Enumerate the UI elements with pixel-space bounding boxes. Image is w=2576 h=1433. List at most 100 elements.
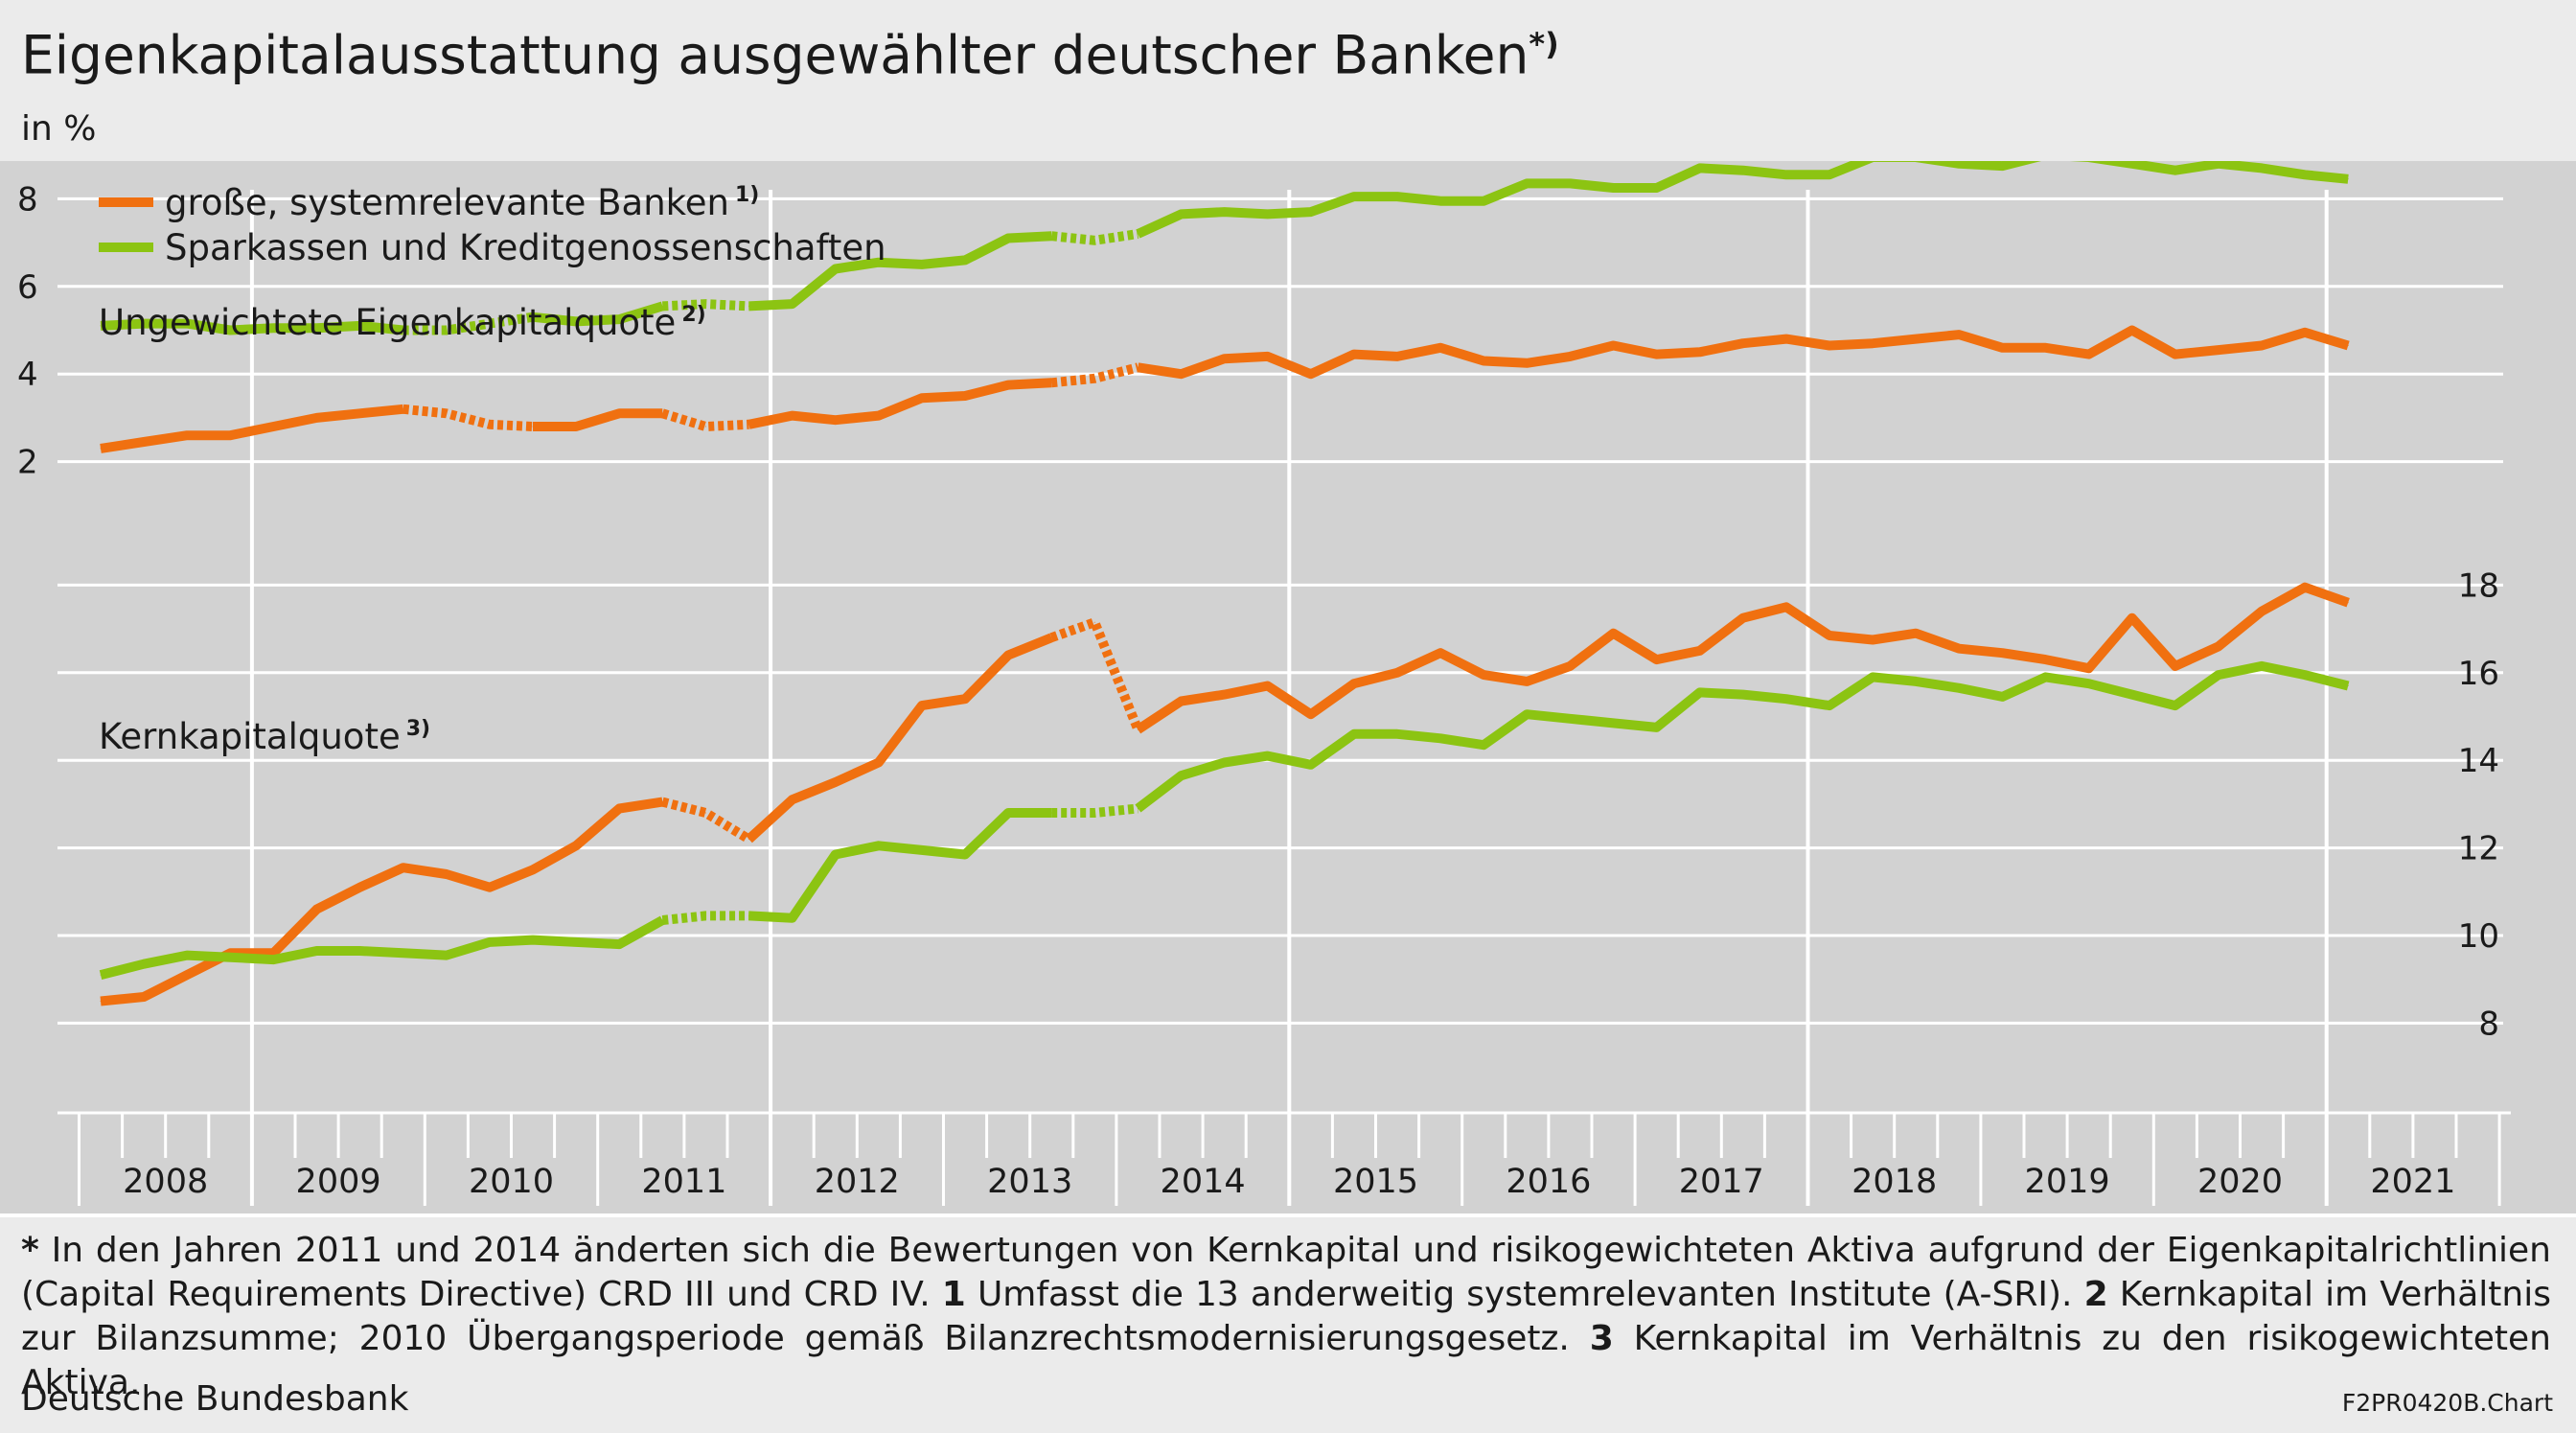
data-point [878, 844, 880, 846]
data-point [272, 952, 274, 954]
data-point [1181, 373, 1182, 375]
series-line-segment [402, 312, 534, 335]
data-point [229, 330, 231, 331]
data-point [2131, 163, 2133, 165]
data-point [359, 887, 361, 889]
series-line-segment [660, 408, 749, 431]
data-point [2001, 652, 2003, 654]
data-point [2088, 354, 2090, 356]
data-point [921, 705, 923, 706]
data-point [1785, 606, 1787, 608]
series-line-segment [100, 404, 404, 453]
data-point [1439, 347, 1441, 349]
footnote-2-marker: 2 [2083, 1275, 2108, 1314]
data-point [186, 434, 188, 436]
data-point [2218, 645, 2220, 647]
data-point [1181, 213, 1182, 215]
data-point [229, 434, 231, 436]
y-tick-lower-16: 16 [2458, 655, 2499, 693]
data-point [1353, 354, 1355, 356]
data-point [1267, 685, 1269, 686]
data-point [402, 408, 404, 410]
data-point [1526, 362, 1528, 364]
x-tick-2012: 2012 [815, 1163, 900, 1201]
x-tick-2010: 2010 [469, 1163, 554, 1201]
data-point [1915, 633, 1917, 635]
data-point [964, 854, 966, 855]
data-point [792, 303, 794, 305]
data-point [1224, 762, 1226, 763]
grid-lines [58, 196, 2503, 1025]
data-point [1699, 691, 1701, 693]
data-point [1958, 163, 1960, 165]
x-tick-2016: 2016 [1506, 1163, 1591, 1201]
x-tick-2019: 2019 [2025, 1163, 2110, 1201]
footnote-3-text: Kernkapital im Verhältnis zu den risikog… [21, 1319, 2551, 1402]
data-point [1785, 698, 1787, 700]
x-tick-2021: 2021 [2370, 1163, 2455, 1201]
series-line-segment [1049, 617, 1143, 732]
data-point [359, 325, 361, 327]
data-point [2347, 685, 2349, 686]
data-point [1785, 173, 1787, 175]
series-upper-1 [100, 161, 2349, 335]
data-point [316, 417, 317, 419]
data-point [1958, 648, 1960, 650]
data-point [835, 854, 837, 855]
data-point [1353, 682, 1355, 684]
data-point [1613, 187, 1614, 189]
legend-orange-text: große, systemrelevante Banken [165, 182, 729, 223]
data-point [575, 320, 577, 322]
data-point [1439, 652, 1441, 654]
panel-title-kernkapital-sup: 3) [406, 717, 430, 741]
data-point [1093, 378, 1095, 380]
data-point [1224, 358, 1226, 359]
data-point [2347, 602, 2349, 604]
data-point [2218, 674, 2220, 676]
data-point [704, 914, 706, 916]
series-line-segment [533, 408, 663, 431]
data-point [272, 426, 274, 428]
legend-orange-sup: 1) [735, 183, 759, 207]
data-point [704, 426, 706, 428]
data-point [2304, 332, 2306, 334]
footnote-1-marker: 1 [941, 1275, 966, 1314]
source-label: Deutsche Bundesbank [21, 1379, 409, 1419]
data-point [1050, 235, 1052, 237]
data-point [748, 305, 749, 307]
data-point [1828, 173, 1830, 175]
data-point [532, 316, 534, 318]
series-line-segment [748, 231, 1052, 312]
data-point [1915, 338, 1917, 340]
data-point [1093, 621, 1095, 623]
data-point [661, 305, 663, 307]
data-point [272, 327, 274, 329]
data-point [2261, 345, 2263, 346]
data-point [143, 996, 145, 998]
data-point [964, 698, 966, 700]
data-point [618, 943, 620, 945]
data-point [575, 844, 577, 846]
data-point [1613, 722, 1614, 724]
data-point [2347, 345, 2349, 346]
data-point [792, 415, 794, 417]
data-point [1828, 345, 1830, 346]
data-point [1267, 356, 1269, 358]
data-point [143, 441, 145, 443]
data-point [1958, 687, 1960, 689]
panel-title-ungewichtet: Ungewichtete Eigenkapitalquote 2) [99, 302, 706, 343]
data-point [1872, 676, 1874, 678]
x-tick-2009: 2009 [296, 1163, 381, 1201]
footnote-3-marker: 3 [1589, 1319, 1614, 1358]
series-line-segment [402, 404, 534, 431]
panel-title-ungewichtet-text: Ungewichtete Eigenkapitalquote [99, 302, 676, 343]
data-point [964, 395, 966, 397]
data-point [1569, 718, 1571, 720]
data-point [748, 424, 749, 426]
data-point [359, 412, 361, 414]
data-point [1267, 755, 1269, 757]
y-tick-upper-2: 2 [17, 444, 38, 482]
data-point [878, 262, 880, 264]
data-point [704, 303, 706, 305]
data-point [2347, 178, 2349, 180]
